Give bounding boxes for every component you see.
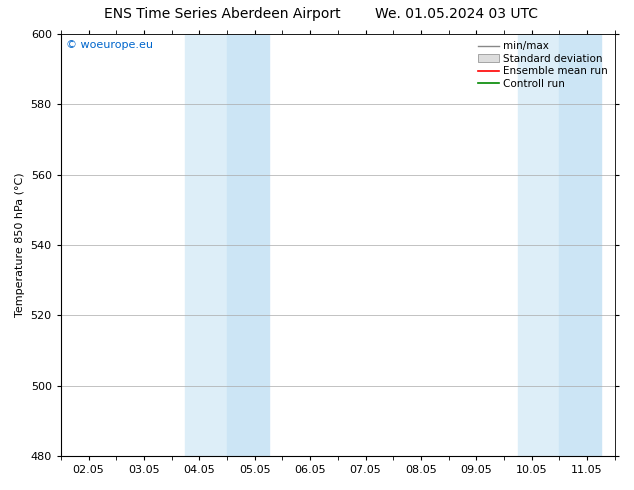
Text: © woeurope.eu: © woeurope.eu [67, 40, 153, 50]
Bar [227, 34, 269, 456]
Legend: min/max, Standard deviation, Ensemble mean run, Controll run: min/max, Standard deviation, Ensemble me… [474, 37, 612, 93]
Y-axis label: Temperature 850 hPa (°C): Temperature 850 hPa (°C) [15, 172, 25, 317]
Bar [559, 34, 601, 456]
Bar [186, 34, 227, 456]
Bar [518, 34, 559, 456]
Text: We. 01.05.2024 03 UTC: We. 01.05.2024 03 UTC [375, 7, 538, 22]
Text: ENS Time Series Aberdeen Airport: ENS Time Series Aberdeen Airport [103, 7, 340, 22]
